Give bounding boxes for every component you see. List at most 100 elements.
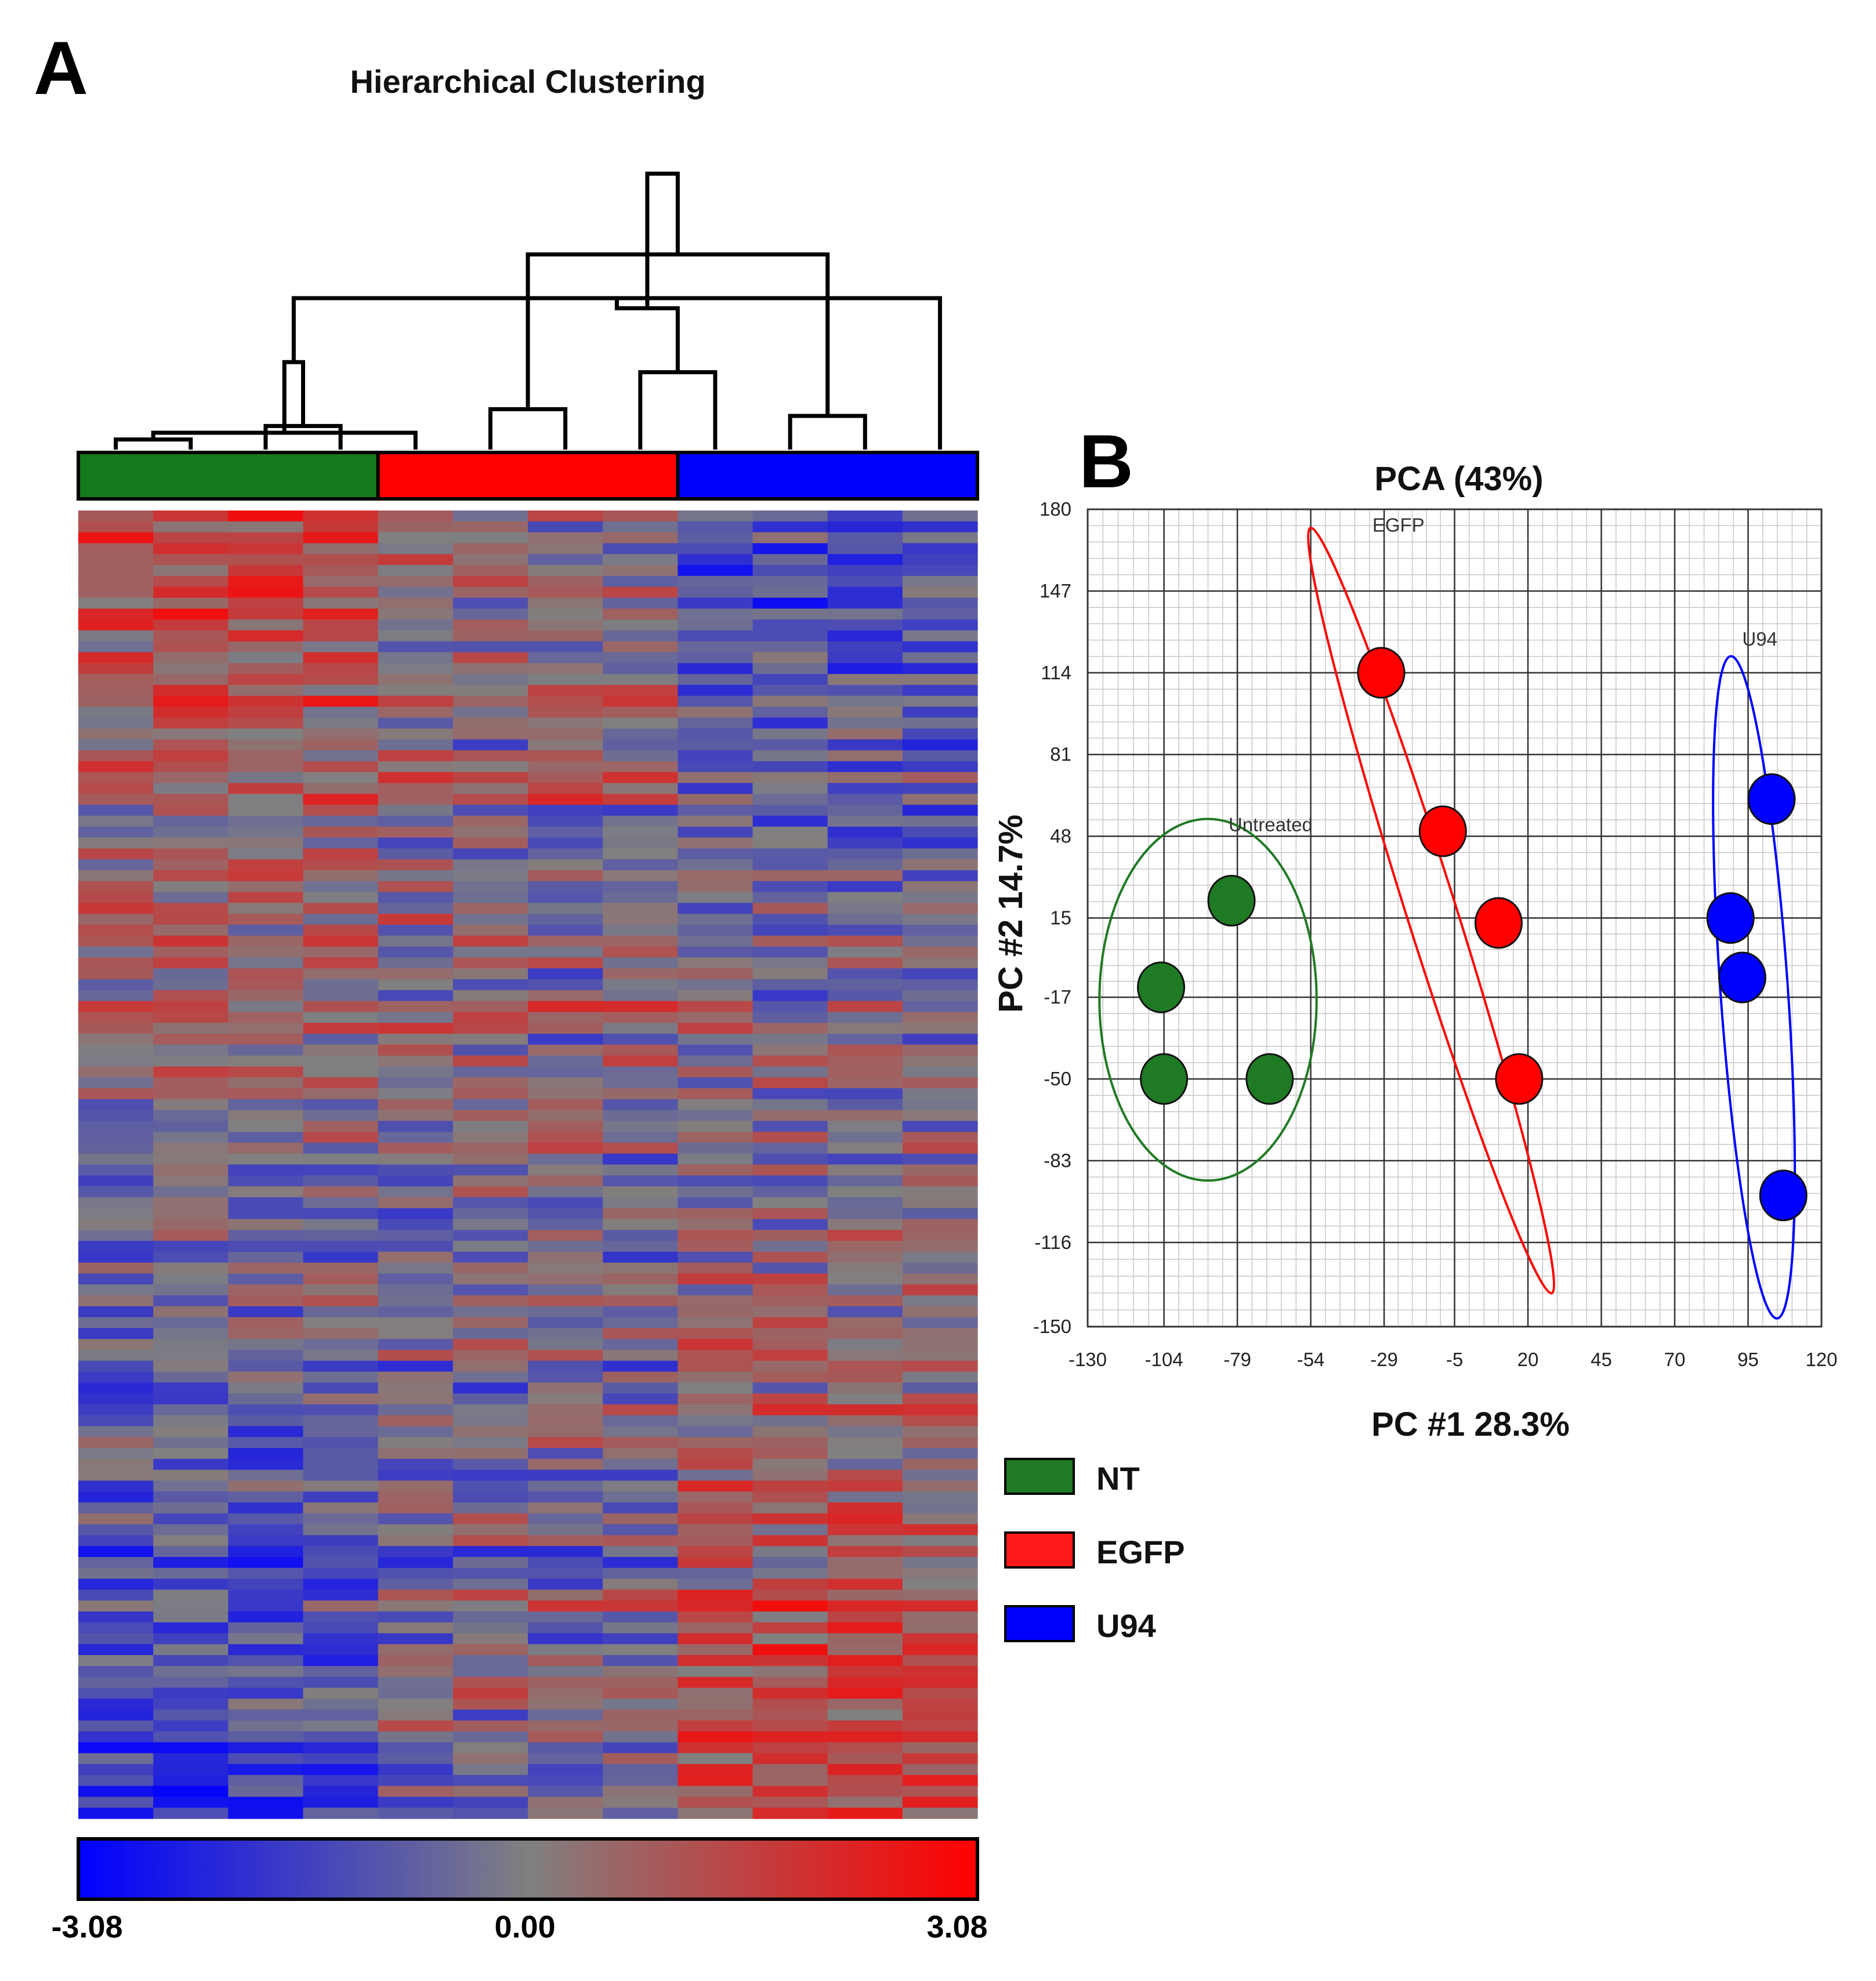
heatmap-cell [678,957,754,969]
heatmap-cell [678,1710,754,1721]
heatmap-cell [752,1066,828,1078]
heatmap-cell [678,1306,754,1318]
heatmap-cell [827,1371,903,1383]
heatmap-cell [452,696,528,707]
heatmap-cell [603,1567,678,1580]
heatmap-cell [528,1698,603,1710]
heatmap-cell [303,696,379,707]
heatmap-cell [827,1121,903,1132]
heatmap-cell [528,826,603,838]
heatmap-cell [678,1687,754,1699]
heatmap-cell [378,1676,454,1689]
heatmap-cell [452,718,528,729]
heatmap-cell [228,521,304,533]
heatmap-cell [827,1524,903,1536]
heatmap-cell [603,575,678,588]
heatmap-cell [902,663,978,675]
heatmap-cell [228,1808,304,1819]
heatmap-cell [452,1349,528,1361]
pca-x-tick-label: 45 [1591,1349,1612,1370]
heatmap-cell [902,968,978,980]
heatmap-cell [153,521,229,533]
heatmap-cell [228,1502,304,1514]
heatmap-cell [678,1088,754,1100]
heatmap-cell [452,805,528,816]
heatmap-cell [603,1720,678,1732]
heatmap-cell [827,718,903,729]
heatmap-cell [603,532,678,544]
heatmap-cell [303,837,379,849]
heatmap-cell [303,826,379,838]
heatmap-cell [528,1753,603,1765]
heatmap-cell [678,1132,754,1143]
heatmap-cell [153,586,229,598]
heatmap-cell [78,1012,154,1023]
heatmap-cell [153,1676,229,1689]
heatmap-cell [827,554,903,566]
heatmap-cell [528,554,603,566]
heatmap-cell [78,925,154,936]
heatmap-cell [228,935,304,947]
heatmap-cell [303,663,379,675]
heatmap-cell [78,1600,154,1612]
heatmap-cell [153,1448,229,1460]
heatmap-cell [452,1753,528,1765]
pca-y-tick-label: 180 [1040,498,1071,520]
heatmap-cell [528,586,603,598]
heatmap-cell [303,1644,379,1656]
legend-label-egfp: EGFP [1096,1534,1185,1570]
heatmap-cell [378,1611,454,1623]
heatmap-cell [153,1349,229,1361]
heatmap-cell [378,685,454,697]
pca-ellipse-egfp [1307,526,1556,1295]
heatmap-cell [378,1034,454,1045]
heatmap-cell [452,1328,528,1339]
heatmap-cell [752,1382,828,1394]
heatmap-cell [228,1469,304,1482]
heatmap-cell [378,1600,454,1612]
heatmap-cell [153,1023,229,1034]
heatmap-cell [603,903,678,914]
heatmap-cell [153,543,229,555]
pca-xlabel: PC #1 28.3% [1371,1406,1570,1443]
heatmap-cell [78,1797,154,1808]
heatmap-cell [752,1655,828,1667]
heatmap-cell [603,1241,678,1252]
heatmap-cell [153,1371,229,1383]
heatmap-cell [603,1034,678,1045]
heatmap-cell [827,1742,903,1754]
heatmap-cell [752,1415,828,1427]
heatmap-cell [603,1077,678,1089]
heatmap-cell [603,707,678,718]
heatmap-cell [752,1808,828,1819]
heatmap-cell [752,848,828,860]
heatmap-cell [78,772,154,784]
heatmap-cell [303,1077,379,1089]
heatmap-cell [603,1099,678,1111]
heatmap-cell [228,903,304,914]
heatmap-cell [378,1567,454,1580]
heatmap-cell [452,903,528,914]
heatmap-cell [678,1121,754,1132]
heatmap-cell [902,1458,978,1471]
heatmap-cell [378,728,454,740]
heatmap-cell [378,510,454,522]
heatmap-cell [78,1132,154,1143]
heatmap-cell [902,630,978,642]
heatmap-cell [153,1600,229,1612]
heatmap-cell [528,968,603,980]
heatmap-cell [528,1437,603,1448]
heatmap-cell [78,1110,154,1121]
heatmap-cell [78,619,154,631]
heatmap-cell [902,707,978,718]
heatmap-cell [153,946,229,958]
heatmap-cell [752,1557,828,1569]
heatmap-cell [902,957,978,969]
heatmap-cell [902,903,978,914]
heatmap-cell [78,1687,154,1699]
heatmap-cell [827,957,903,969]
heatmap-cell [378,575,454,588]
heatmap-cell [303,903,379,914]
dendrogram-link [638,370,718,450]
heatmap-cell [78,543,154,555]
